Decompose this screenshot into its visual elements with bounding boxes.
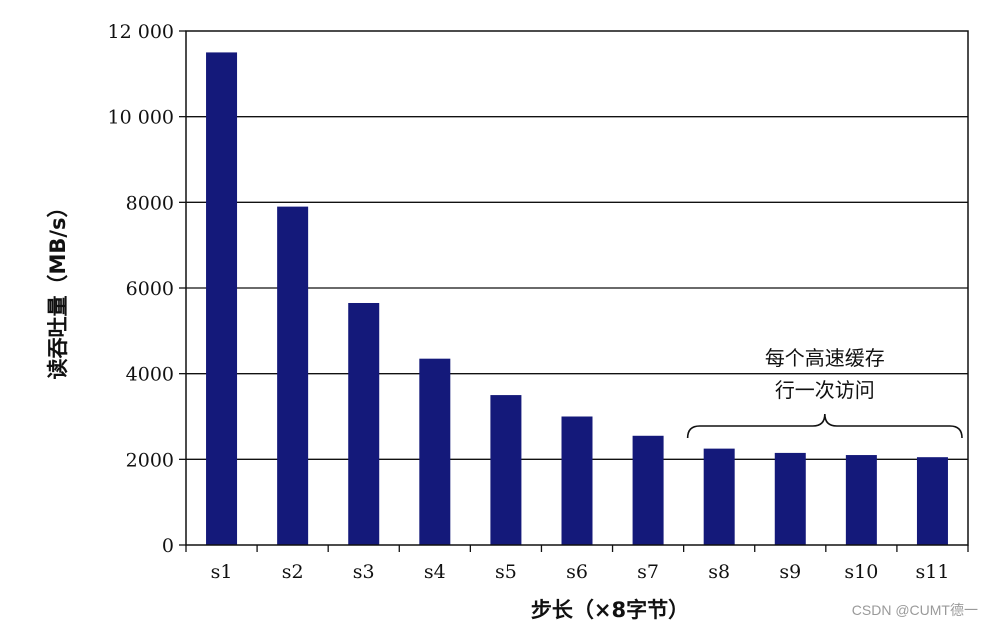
x-tick-label: s1: [211, 561, 233, 583]
bar-s8: [703, 448, 735, 545]
x-tick-label: s11: [915, 561, 949, 583]
bar-s5: [490, 395, 522, 545]
x-tick-label: s10: [844, 561, 878, 583]
x-tick-label: s4: [424, 561, 446, 583]
x-tick-label: s3: [353, 561, 375, 583]
bar-s10: [845, 455, 877, 545]
x-tick-label: s5: [495, 561, 517, 583]
annotation-line1: 每个高速缓存: [765, 346, 885, 370]
grid-lines: [186, 116, 968, 460]
y-axis-title: 读吞吐量（MB/s）: [46, 196, 70, 379]
x-tick-label: s9: [779, 561, 801, 583]
bar-s6: [561, 416, 593, 545]
bar-s2: [277, 206, 309, 545]
y-tick-label: 0: [162, 535, 174, 557]
annotation-brace: [686, 413, 963, 439]
bar-s3: [348, 302, 380, 545]
x-axis-title: 步长（×8字节）: [531, 598, 689, 622]
y-tick-label: 2000: [126, 449, 174, 471]
annotation-line2: 行一次访问: [775, 378, 875, 402]
y-tick-label: 4000: [126, 364, 174, 386]
annotation: 每个高速缓存 行一次访问: [686, 346, 963, 439]
y-tick-label: 10 000: [108, 107, 174, 129]
y-tick-label: 8000: [126, 192, 174, 214]
x-tick-label: s2: [282, 561, 304, 583]
y-tick-label: 12 000: [108, 21, 174, 43]
x-tick-label: s7: [637, 561, 659, 583]
bar-s11: [916, 457, 948, 545]
y-axis: 0 2000 4000 6000 8000 10 000 12 000: [108, 21, 186, 557]
bar-s4: [419, 358, 451, 545]
x-axis: s1 s2 s3 s4 s5 s6 s7 s8 s9 s10 s11: [185, 545, 969, 583]
x-tick-label: s8: [708, 561, 730, 583]
bar-s7: [632, 435, 664, 545]
watermark: CSDN @CUMT德一: [852, 602, 978, 618]
bars: [206, 52, 948, 546]
y-tick-label: 6000: [126, 278, 174, 300]
x-tick-label: s6: [566, 561, 588, 583]
bar-s1: [206, 52, 238, 546]
bar-s9: [774, 452, 806, 545]
